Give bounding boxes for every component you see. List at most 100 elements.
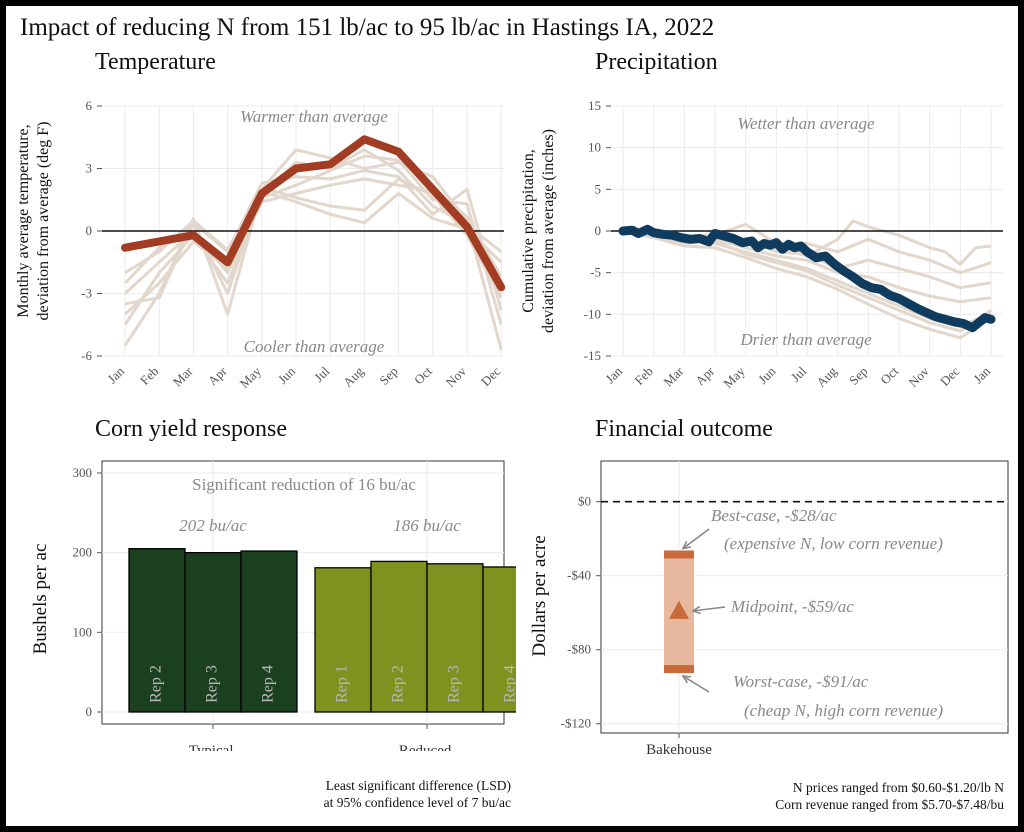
yield-bar-label: Rep 1 — [334, 665, 351, 703]
precipitation-x-tick-label: Apr — [692, 363, 717, 388]
yield-bar — [426, 563, 484, 713]
temperature-x-tick-label: Apr — [205, 363, 230, 388]
temperature-x-tick-label: Aug — [340, 363, 367, 390]
yield-bar — [240, 550, 298, 713]
precipitation-x-tick-label: Oct — [877, 363, 901, 387]
yield-bar — [370, 560, 428, 713]
financial-y-tick-label: -$80 — [567, 642, 591, 657]
temperature-x-tick-label: Nov — [443, 363, 470, 390]
temperature-x-tick-label: Feb — [137, 364, 161, 388]
midpoint-marker — [669, 600, 689, 619]
best-case-note: (expensive N, low corn revenue) — [724, 534, 943, 553]
typical-average-label: 202 bu/ac — [179, 516, 247, 535]
yield-y-tick-label: 300 — [73, 465, 93, 480]
precipitation-x-tick-label: Mar — [661, 363, 687, 389]
precipitation-y-tick-label: -10 — [584, 306, 601, 321]
annotation-arrow — [682, 675, 710, 693]
temperature-x-tick-label: Jul — [311, 363, 333, 385]
yield-y-tick-label: 0 — [86, 704, 93, 719]
precipitation-x-tick-label: Jun — [755, 363, 779, 387]
yield-bar-label: Rep 3 — [204, 665, 221, 703]
precipitation-ylabel-line2: deviation from average (inches) — [540, 129, 557, 333]
worst-case-cap — [664, 665, 694, 674]
temperature-x-tick-label: Oct — [411, 363, 435, 387]
yield-chart: Rep 2 Rep 3 Rep 4 Rep 1 Rep 2 Rep 3 Rep 4 Sign… — [30, 460, 516, 751]
best-case-cap — [664, 550, 694, 559]
reduced-average-label: 186 bu/ac — [393, 516, 461, 535]
temperature-x-tick-label: Jun — [275, 363, 299, 387]
temperature-ylabel-line1: Monthly average temperature, — [15, 124, 32, 317]
midpoint-label: Midpoint, -$59/ac — [730, 597, 854, 616]
temperature-x-tick-label: Sep — [376, 364, 400, 388]
precipitation-x-tick-label: Nov — [905, 363, 932, 390]
temperature-x-tick-label: May — [236, 363, 264, 391]
precipitation-panel-title: Precipitation — [595, 49, 718, 75]
precipitation-ylabel-line1: Cumulative precipitation, — [520, 149, 537, 313]
annotation-arrowhead — [691, 605, 701, 615]
precipitation-x-tick-label: Sep — [846, 364, 870, 388]
yield-x-tick-label: Reduced, — [399, 743, 455, 751]
yield-bar-label: Rep 2 — [148, 665, 165, 703]
temperature-y-tick-label: 6 — [86, 98, 93, 113]
yield-bar — [184, 551, 242, 713]
precipitation-y-tick-label: 10 — [588, 140, 601, 155]
price-note-line2: Corn revenue ranged from $5.70-$7.48/bu — [775, 797, 1004, 812]
yield-panel-title: Corn yield response — [95, 416, 287, 442]
yield-bar-label: Rep 2 — [390, 665, 407, 703]
temperature-y-tick-label: -3 — [81, 286, 92, 301]
precipitation-chart: Wetter than average Drier than average -… — [520, 98, 1003, 391]
precipitation-x-tick-label: May — [720, 363, 748, 391]
precipitation-y-tick-label: 15 — [588, 98, 601, 113]
annotation-arrow — [692, 606, 726, 612]
yield-bar-label: Rep 4 — [502, 665, 516, 703]
annotation-arrowhead — [681, 541, 692, 550]
warmer-annotation: Warmer than average — [240, 107, 388, 126]
temperature-x-tick-label: Dec — [478, 363, 504, 389]
figure-title: Impact of reducing N from 151 lb/ac to 9… — [20, 14, 715, 41]
precipitation-x-tick-label: Feb — [631, 364, 655, 388]
figure-frame: Impact of reducing N from 151 lb/ac to 9… — [6, 6, 1018, 826]
worst-case-note: (cheap N, high corn revenue) — [744, 701, 943, 720]
financial-y-tick-label: -$120 — [561, 716, 591, 731]
financial-panel-title: Financial outcome — [595, 416, 773, 442]
lsd-note: Least significant difference (LSD) at 95… — [324, 777, 511, 811]
significance-annotation: Significant reduction of 16 bu/ac — [192, 475, 416, 494]
yield-bar — [314, 567, 372, 713]
drier-annotation: Drier than average — [739, 330, 872, 349]
precipitation-y-tick-label: 5 — [595, 181, 602, 196]
annotation-arrowhead — [681, 675, 692, 684]
cooler-annotation: Cooler than average — [244, 337, 385, 356]
yield-ylabel: Bushels per ac — [30, 544, 51, 655]
worst-case-label: Worst-case, -$91/ac — [733, 672, 869, 691]
lsd-note-line2: at 95% confidence level of 7 bu/ac — [323, 795, 511, 810]
precipitation-y-tick-label: -5 — [590, 265, 601, 280]
yield-y-tick-label: 100 — [73, 624, 93, 639]
precipitation-x-tick-label: Jan — [970, 363, 993, 386]
precipitation-x-tick-label: Dec — [937, 363, 963, 389]
financial-y-tick-label: -$40 — [567, 568, 591, 583]
temperature-ylabel-line2: deviation from average (deg F) — [35, 121, 52, 320]
precipitation-y-tick-label: -15 — [584, 348, 601, 363]
financial-x-tick-label: Bakehouse — [646, 742, 712, 756]
temperature-chart: Warmer than average Cooler than average … — [15, 98, 506, 391]
temperature-series-line — [121, 135, 506, 292]
financial-y-tick-label: $0 — [578, 494, 591, 509]
lsd-note-line1: Least significant difference (LSD) — [325, 778, 511, 793]
temperature-y-tick-label: 3 — [86, 161, 93, 176]
temperature-background-line — [124, 177, 503, 299]
temperature-x-tick-label: Jan — [104, 363, 127, 386]
price-note: N prices ranged from $0.60-$1.20/lb N Co… — [775, 779, 1004, 813]
yield-bar-label: Rep 4 — [260, 665, 277, 703]
annotation-arrow — [682, 528, 710, 550]
financial-ylabel: Dollars per acre — [529, 535, 550, 656]
precipitation-series-line — [618, 224, 996, 333]
precipitation-y-tick-label: 0 — [595, 223, 602, 238]
temperature-y-tick-label: -6 — [81, 348, 92, 363]
temperature-background-line — [123, 189, 503, 295]
precipitation-x-tick-label: Jul — [788, 363, 810, 385]
financial-chart: Best-case, -$28/ac (expensive N, low cor… — [529, 460, 1009, 756]
yield-y-tick-label: 200 — [73, 545, 93, 560]
temperature-panel-title: Temperature — [95, 49, 216, 75]
precipitation-background-line — [622, 229, 992, 340]
yield-x-tick-label: Typical, — [189, 743, 238, 751]
